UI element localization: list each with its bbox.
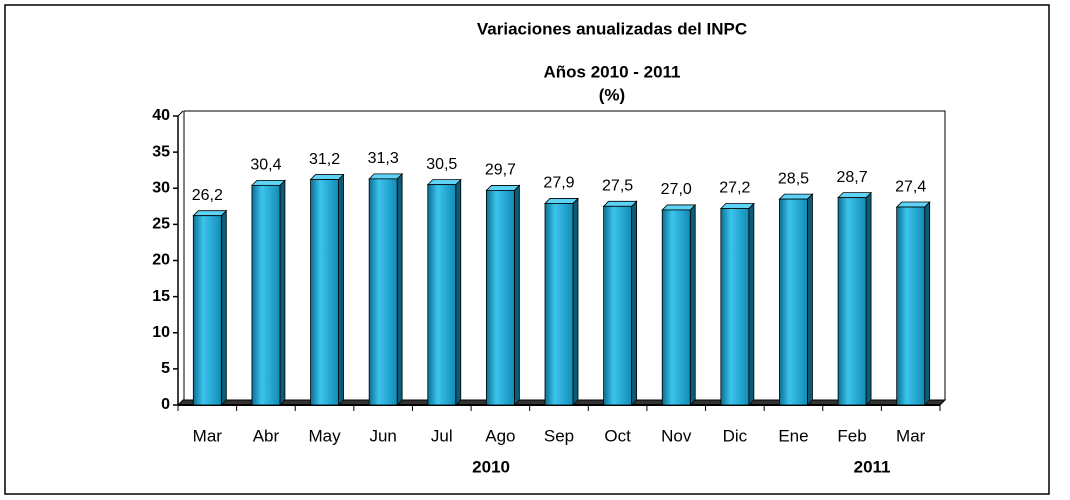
x-tick-label: Ago [485,426,515,445]
y-tick-label: 30 [152,179,170,196]
frame [4,4,1050,495]
y-tick-label: 40 [152,107,170,124]
x-tick-label: Sep [544,426,574,445]
bar-side [279,179,286,406]
bar-side [924,201,931,406]
data-label: 31,2 [309,151,340,168]
bar-top [426,179,462,186]
x-tick-label: Jul [431,426,453,445]
y-axis-depth [177,110,184,117]
x-tick-label: Abr [253,426,280,445]
bar-side [572,197,579,406]
data-label: 29,7 [485,162,516,179]
data-label: 27,9 [543,175,574,192]
y-tick-label: 5 [161,360,170,377]
bar [485,190,515,406]
chart-unit: (%) [599,85,625,104]
data-label: 30,4 [250,157,281,174]
bar-top [661,204,697,211]
bar [427,184,457,406]
y-tick-label: 10 [152,324,170,341]
bar-top [485,185,521,191]
y-tick-label: 25 [152,216,170,233]
bar-top [719,203,755,209]
bar [603,205,633,406]
data-label: 27,0 [661,181,692,198]
bar-top [837,192,873,199]
data-label: 28,5 [778,170,809,187]
bar-side [689,203,696,406]
bar [779,198,808,406]
chart-subtitle: Años 2010 - 2011 [543,62,680,81]
y-tick-label: 15 [152,288,170,305]
chart-title: Variaciones anualizadas del INPC [477,19,747,38]
data-label: 31,3 [368,150,399,167]
bar-side [455,178,462,406]
x-group-label: 2011 [854,457,891,476]
bar-side [513,184,520,406]
x-tick-label: Jun [369,426,396,445]
bar [661,209,691,406]
bar [192,215,222,406]
bar-top [368,173,404,180]
y-tick-label: 20 [152,252,170,269]
bar-top [544,198,579,204]
y-tick-label: 0 [161,396,170,413]
bar [720,208,750,406]
bar-top [309,174,345,180]
x-tick-label: Oct [604,426,631,445]
bar-side [220,209,227,406]
y-tick-label: 35 [152,143,170,160]
data-label: 26,2 [192,187,223,204]
bar [896,206,926,406]
bar-side [865,191,872,406]
data-label: 28,7 [837,169,868,186]
bar-top [192,210,228,217]
x-tick-label: Ene [778,426,808,445]
data-label: 27,2 [719,180,750,197]
bar-top [250,179,286,186]
bar [310,179,339,406]
bar [251,184,281,406]
bar [368,178,398,406]
bar-top [778,193,814,200]
data-label: 30,5 [426,156,457,173]
x-tick-label: May [308,426,341,445]
bar-side [748,202,755,406]
bar-side [807,193,813,406]
bar [544,203,574,406]
x-tick-label: Mar [896,426,926,445]
bar [837,197,867,406]
x-tick-label: Dic [723,426,748,445]
x-tick-label: Feb [837,426,866,445]
x-group-label: 2010 [472,457,510,476]
bar-side [338,173,344,406]
bar-side [396,172,403,406]
bar-top [602,200,638,207]
x-tick-label: Nov [661,426,692,445]
data-label: 27,4 [895,178,926,195]
x-tick-label: Mar [193,426,223,445]
data-label: 27,5 [602,178,633,195]
bar-top [895,201,931,208]
bar-side [631,200,638,406]
